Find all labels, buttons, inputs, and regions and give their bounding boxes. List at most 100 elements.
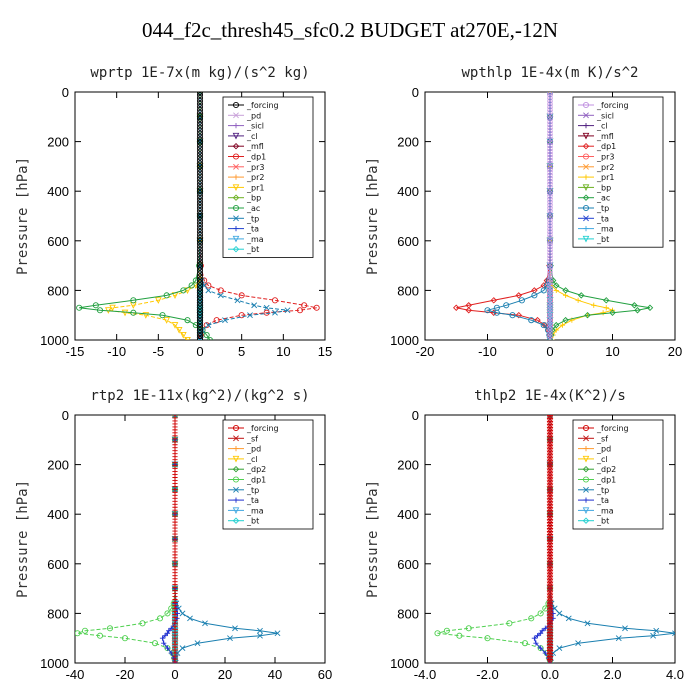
data-point-tp [284, 307, 291, 314]
zero-profile-marker [196, 294, 204, 301]
zero-profile-marker [196, 258, 204, 265]
series-group [453, 92, 654, 340]
zero-profile-marker [196, 160, 204, 167]
series-line-tp [485, 92, 551, 340]
data-point-pr1 [163, 317, 170, 324]
y-tick-label: 1000 [390, 656, 419, 671]
y-tick-label: 800 [397, 606, 419, 621]
x-tick-label: -15 [66, 344, 85, 359]
data-point-tp [556, 645, 563, 652]
legend-label-bt: _bt [596, 517, 609, 526]
x-tick-label: -10 [107, 344, 126, 359]
data-point-tp [531, 292, 538, 299]
legend-marker-dp1 [582, 142, 590, 150]
y-axis-title: Pressure [hPa] [15, 157, 31, 275]
data-point-tp [509, 312, 516, 319]
chart-panel-wprtp: wprtp 1E-7x(m kg)/(s^2 kg) Pressure [hPa]… [15, 65, 332, 359]
zero-profile-marker [196, 121, 204, 128]
zero-profile-marker [196, 190, 204, 197]
data-point-pr1 [559, 322, 566, 328]
data-point-tp [650, 632, 657, 639]
zero-profile-marker [196, 330, 204, 337]
zero-profile-marker [172, 659, 178, 663]
zero-profile-marker [196, 92, 204, 96]
legend-marker-mfl [232, 142, 240, 150]
data-point-ac [159, 312, 166, 319]
zero-profile-marker [196, 157, 204, 164]
y-tick-label: 400 [47, 507, 69, 522]
legend-marker-tp [233, 215, 239, 222]
zero-profile-marker [196, 112, 204, 119]
data-point-dp1 [106, 625, 114, 632]
legend-marker-tp [233, 486, 239, 493]
y-tick-label: 1000 [40, 656, 69, 671]
legend-label-ma: _ma [596, 506, 614, 515]
zero-profile-marker [196, 246, 204, 253]
data-point-tp [205, 287, 212, 294]
zero-profile-marker [196, 213, 204, 221]
x-tick-label: 15 [318, 344, 332, 359]
zero-profile-marker [196, 252, 204, 259]
y-tick-label: 0 [62, 408, 69, 423]
data-point-dp1 [465, 625, 472, 632]
data-point-dp1 [75, 630, 81, 637]
data-point-tp [556, 610, 563, 617]
zero-profile-marker [196, 196, 204, 203]
legend-label-ma: _ma [596, 225, 614, 234]
zero-profile-marker [196, 222, 204, 229]
zero-profile-marker [196, 163, 204, 170]
zero-profile-marker [196, 103, 204, 110]
y-tick-label: 600 [397, 234, 419, 249]
data-point-ac [634, 307, 641, 314]
series-line-dp1 [77, 415, 176, 663]
legend-label-ma: _ma [246, 235, 264, 244]
x-tick-label: -10 [478, 344, 497, 359]
y-tick-label: 800 [397, 283, 419, 298]
data-point-pr1 [591, 302, 597, 308]
legend-marker-ta [233, 226, 239, 232]
data-point-ta [542, 625, 548, 631]
zero-profile-marker [196, 127, 204, 134]
zero-profile-marker [196, 315, 204, 322]
zero-profile-marker [196, 169, 204, 176]
zero-profile-marker [196, 115, 204, 122]
data-point-ta [538, 645, 544, 651]
data-point-dp1 [528, 615, 535, 622]
data-point-dp1 [443, 627, 450, 634]
data-point-pr1 [184, 336, 191, 340]
data-point-ta [550, 615, 556, 621]
legend-label-pr1: _pr1 [596, 173, 614, 182]
data-point-tp [565, 615, 572, 622]
data-point-ac [553, 282, 560, 289]
data-point-ac [92, 302, 99, 309]
x-tick-label: 40 [268, 667, 282, 682]
data-point-dp1 [156, 615, 164, 622]
data-point-pr1 [155, 297, 162, 304]
series-line-dp1 [437, 415, 551, 663]
y-tick-label: 400 [47, 184, 69, 199]
data-point-ac [130, 309, 137, 316]
legend-label-pr2: _pr2 [246, 173, 264, 182]
data-point-dp1 [484, 635, 491, 642]
data-point-tp [615, 635, 622, 642]
legend-marker-cl [583, 123, 589, 129]
y-tick-label: 600 [397, 557, 419, 572]
legend-label-ta: _ta [596, 214, 609, 223]
y-tick-label: 400 [397, 184, 419, 199]
y-tick-label: 400 [397, 507, 419, 522]
legend-marker-bt [232, 245, 240, 253]
data-point-tp [172, 660, 178, 663]
data-point-tp [179, 610, 186, 617]
zero-profile-marker [196, 297, 204, 304]
legend-marker-dp1 [582, 476, 590, 483]
data-point-ac [584, 311, 591, 319]
zero-profile-marker [196, 321, 204, 328]
data-point-dp1 [217, 287, 224, 294]
y-axis-title: Pressure [hPa] [15, 480, 31, 598]
series-line-tp [199, 92, 288, 340]
legend-label-cl: _cl [246, 132, 258, 141]
zero-profile-marker [196, 291, 204, 298]
zero-profile-marker [196, 166, 204, 173]
data-point-tp [234, 297, 241, 304]
